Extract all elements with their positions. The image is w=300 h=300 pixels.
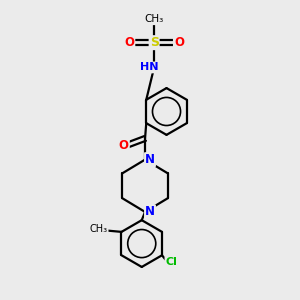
Text: CH₃: CH₃ bbox=[90, 224, 108, 234]
Text: CH₃: CH₃ bbox=[145, 14, 164, 24]
Text: S: S bbox=[150, 36, 159, 49]
Text: O: O bbox=[174, 36, 184, 49]
Text: Cl: Cl bbox=[165, 257, 177, 267]
Text: O: O bbox=[119, 140, 129, 152]
Text: N: N bbox=[145, 153, 155, 166]
Text: N: N bbox=[145, 206, 155, 218]
Text: HN: HN bbox=[140, 62, 158, 72]
Text: O: O bbox=[124, 36, 134, 49]
